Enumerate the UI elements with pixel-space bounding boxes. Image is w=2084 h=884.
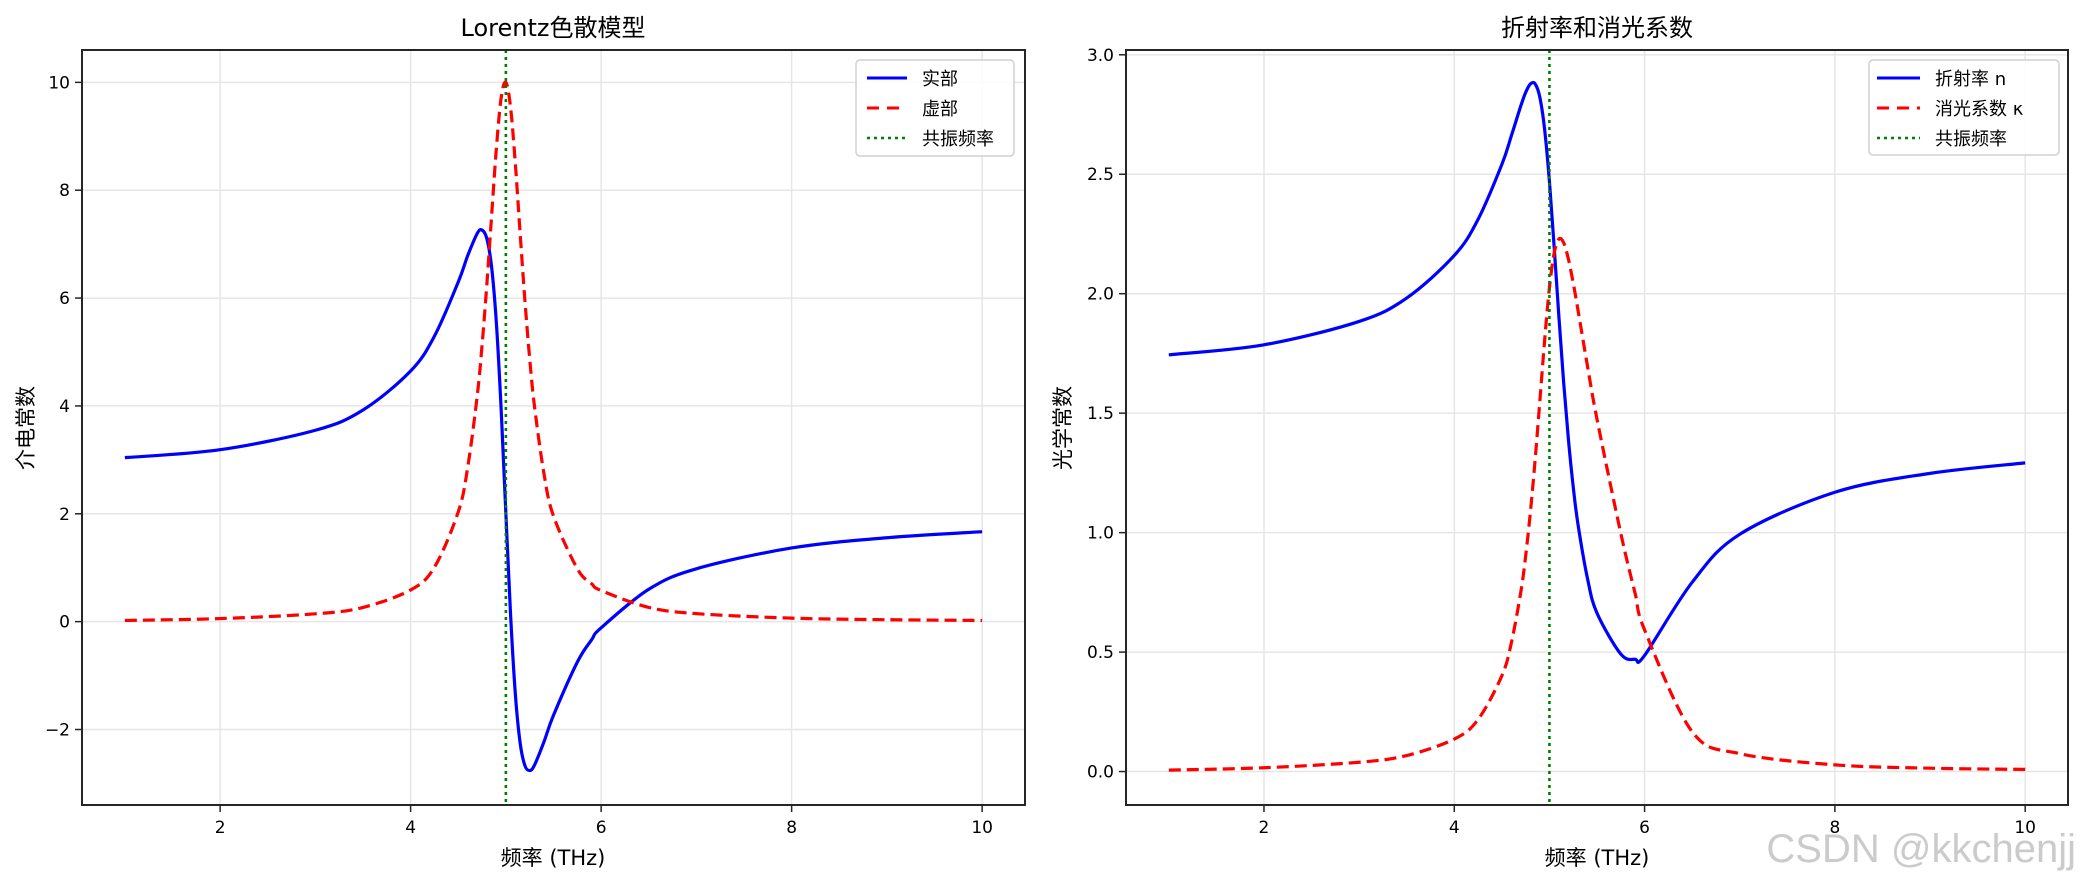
x-tick-label: 10 <box>2014 818 2036 838</box>
y-tick-label: 6 <box>59 289 70 309</box>
plot-title: Lorentz色散模型 <box>461 14 646 42</box>
x-tick-label: 10 <box>971 818 993 838</box>
x-axis-label: 频率 (THz) <box>1545 846 1650 870</box>
legend-label-resonance: 共振频率 <box>1935 129 2007 150</box>
legend: 实部 虚部 共振频率 <box>855 59 1015 157</box>
series-dashed-line <box>124 80 983 623</box>
x-tick-label: 8 <box>1829 818 1840 838</box>
y-tick-label: 3.0 <box>1087 46 1114 66</box>
legend-label-n: 折射率 n <box>1935 69 2006 90</box>
y-axis-label: 光学常数 <box>1051 386 1075 470</box>
y-axis-label: 介电常数 <box>14 386 38 470</box>
x-tick-label: 2 <box>215 818 226 838</box>
x-tick-label: 4 <box>405 818 416 838</box>
series-dashed-line <box>1168 236 2026 772</box>
axis-ticks: 2 4 6 8 10 0.0 0.5 1.0 1.5 2.0 2.5 3.0 <box>1087 46 2036 838</box>
axes-frame <box>1125 49 2069 806</box>
y-tick-label: 4 <box>59 397 70 417</box>
axis-ticks: 2 4 6 8 10 −2 0 2 4 6 8 10 <box>45 73 993 838</box>
grid-lines <box>82 50 1025 805</box>
optical-constants-plot: 2 4 6 8 10 0.0 0.5 1.0 1.5 2.0 2.5 3.0 折射率和消光系数 频率 … <box>1051 14 2069 870</box>
y-tick-label: 0.0 <box>1087 763 1114 783</box>
series-solid-line <box>1168 80 2026 664</box>
x-tick-label: 2 <box>1259 818 1270 838</box>
watermark: CSDN @kkchenjj <box>1766 827 2076 871</box>
legend-label-real: 实部 <box>922 69 958 90</box>
x-axis-label: 频率 (THz) <box>501 846 606 870</box>
y-tick-label: 0.5 <box>1087 643 1114 663</box>
y-tick-label: 2 <box>59 505 70 525</box>
x-tick-label: 4 <box>1449 818 1460 838</box>
y-tick-label: −2 <box>45 721 70 741</box>
y-tick-label: 1.5 <box>1087 404 1114 424</box>
y-tick-label: 0 <box>59 613 70 633</box>
curves <box>124 50 983 805</box>
y-tick-label: 2.0 <box>1087 285 1114 305</box>
grid-lines <box>1126 50 2068 805</box>
x-tick-label: 6 <box>1639 818 1650 838</box>
x-tick-label: 6 <box>596 818 607 838</box>
plot-title: 折射率和消光系数 <box>1501 14 1693 42</box>
series-solid-line <box>124 228 983 773</box>
y-tick-label: 1.0 <box>1087 524 1114 544</box>
y-tick-label: 8 <box>59 181 70 201</box>
legend-label-resonance: 共振频率 <box>922 129 994 150</box>
curves <box>1168 50 2026 805</box>
legend-label-kappa: 消光系数 κ <box>1935 99 2024 120</box>
dielectric-plot: 2 4 6 8 10 −2 0 2 4 6 8 10 Lorentz色散模型 频率 (THz) 介电常… <box>14 14 1026 870</box>
y-tick-label: 2.5 <box>1087 165 1114 185</box>
legend-label-imag: 虚部 <box>922 99 958 120</box>
axes-frame <box>81 49 1026 806</box>
x-tick-label: 8 <box>786 818 797 838</box>
legend: 折射率 n 消光系数 κ 共振频率 <box>1868 59 2060 156</box>
y-tick-label: 10 <box>48 73 70 93</box>
